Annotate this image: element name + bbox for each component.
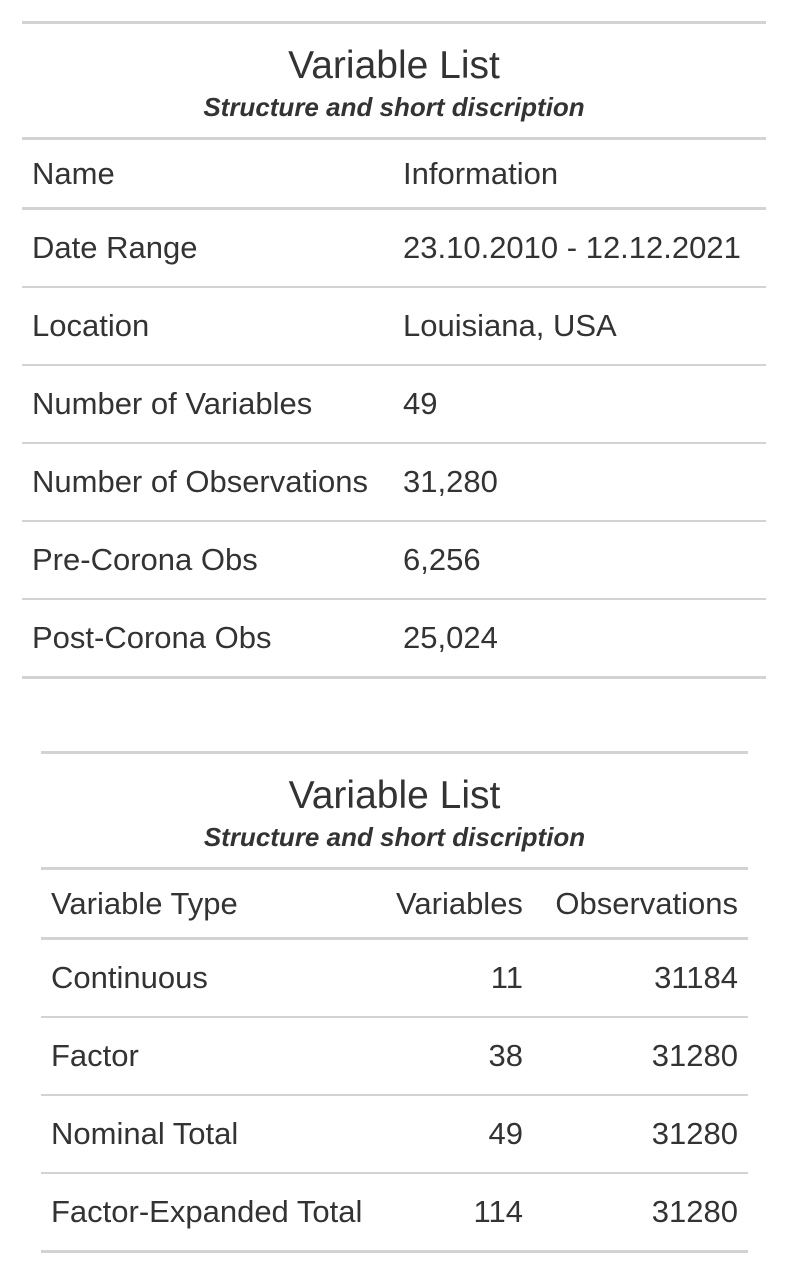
row-information: 49 xyxy=(393,364,766,443)
table-row: Number of Variables 49 xyxy=(22,364,766,443)
column-header-variable-type: Variable Type xyxy=(41,868,386,940)
header-row: Name Information xyxy=(22,138,766,210)
row-information: Louisiana, USA xyxy=(393,286,766,365)
table-row: Factor 38 31280 xyxy=(41,1016,748,1095)
row-observations: 31184 xyxy=(654,960,738,995)
row-observations: 31280 xyxy=(532,1016,748,1095)
table-subtitle: Structure and short discription xyxy=(41,822,748,870)
table-row: Factor-Expanded Total 114 31280 xyxy=(41,1172,748,1252)
row-variable-type: Nominal Total xyxy=(41,1094,386,1173)
row-variables: 11 xyxy=(490,960,523,995)
table-row: Post-Corona Obs 25,024 xyxy=(22,598,766,678)
row-information: 23.10.2010 - 12.12.2021 xyxy=(403,230,741,265)
table-row: Number of Observations 31,280 xyxy=(22,442,766,521)
table-title: Variable List xyxy=(288,44,500,87)
header-row: Variable Type Variables Observations xyxy=(41,868,748,940)
row-name: Pre-Corona Obs xyxy=(22,520,393,599)
variable-list-table: Variable List Structure and short discri… xyxy=(22,21,766,679)
row-name: Number of Observations xyxy=(22,442,393,521)
table-row: Continuous 11 31184 xyxy=(41,939,748,1018)
row-variable-type: Factor-Expanded Total xyxy=(41,1172,386,1252)
table-row: Location Louisiana, USA xyxy=(22,286,766,365)
row-variable-type: Factor xyxy=(41,1016,386,1095)
row-variable-type: Continuous xyxy=(51,960,208,995)
row-name: Post-Corona Obs xyxy=(22,598,393,678)
row-name: Date Range xyxy=(32,230,198,265)
table-title: Variable List xyxy=(288,774,501,817)
row-variables: 38 xyxy=(386,1016,533,1095)
row-observations: 31280 xyxy=(532,1172,748,1252)
column-header-observations: Observations xyxy=(532,868,748,940)
column-header-information: Information xyxy=(393,138,766,210)
table-row: Pre-Corona Obs 6,256 xyxy=(22,520,766,599)
table-row: Date Range 23.10.2010 - 12.12.2021 xyxy=(22,209,766,288)
row-information: 25,024 xyxy=(393,598,766,678)
column-header-variables: Variables xyxy=(386,868,533,940)
table-subtitle: Structure and short discription xyxy=(22,92,766,140)
row-observations: 31280 xyxy=(532,1094,748,1173)
table-row: Nominal Total 49 31280 xyxy=(41,1094,748,1173)
column-header-name: Name xyxy=(22,138,393,210)
row-variables: 114 xyxy=(386,1172,533,1252)
row-information: 31,280 xyxy=(393,442,766,521)
row-variables: 49 xyxy=(386,1094,533,1173)
row-name: Number of Variables xyxy=(22,364,393,443)
row-information: 6,256 xyxy=(393,520,766,599)
variable-type-table: Variable List Structure and short discri… xyxy=(41,751,748,1253)
row-name: Location xyxy=(22,286,393,365)
